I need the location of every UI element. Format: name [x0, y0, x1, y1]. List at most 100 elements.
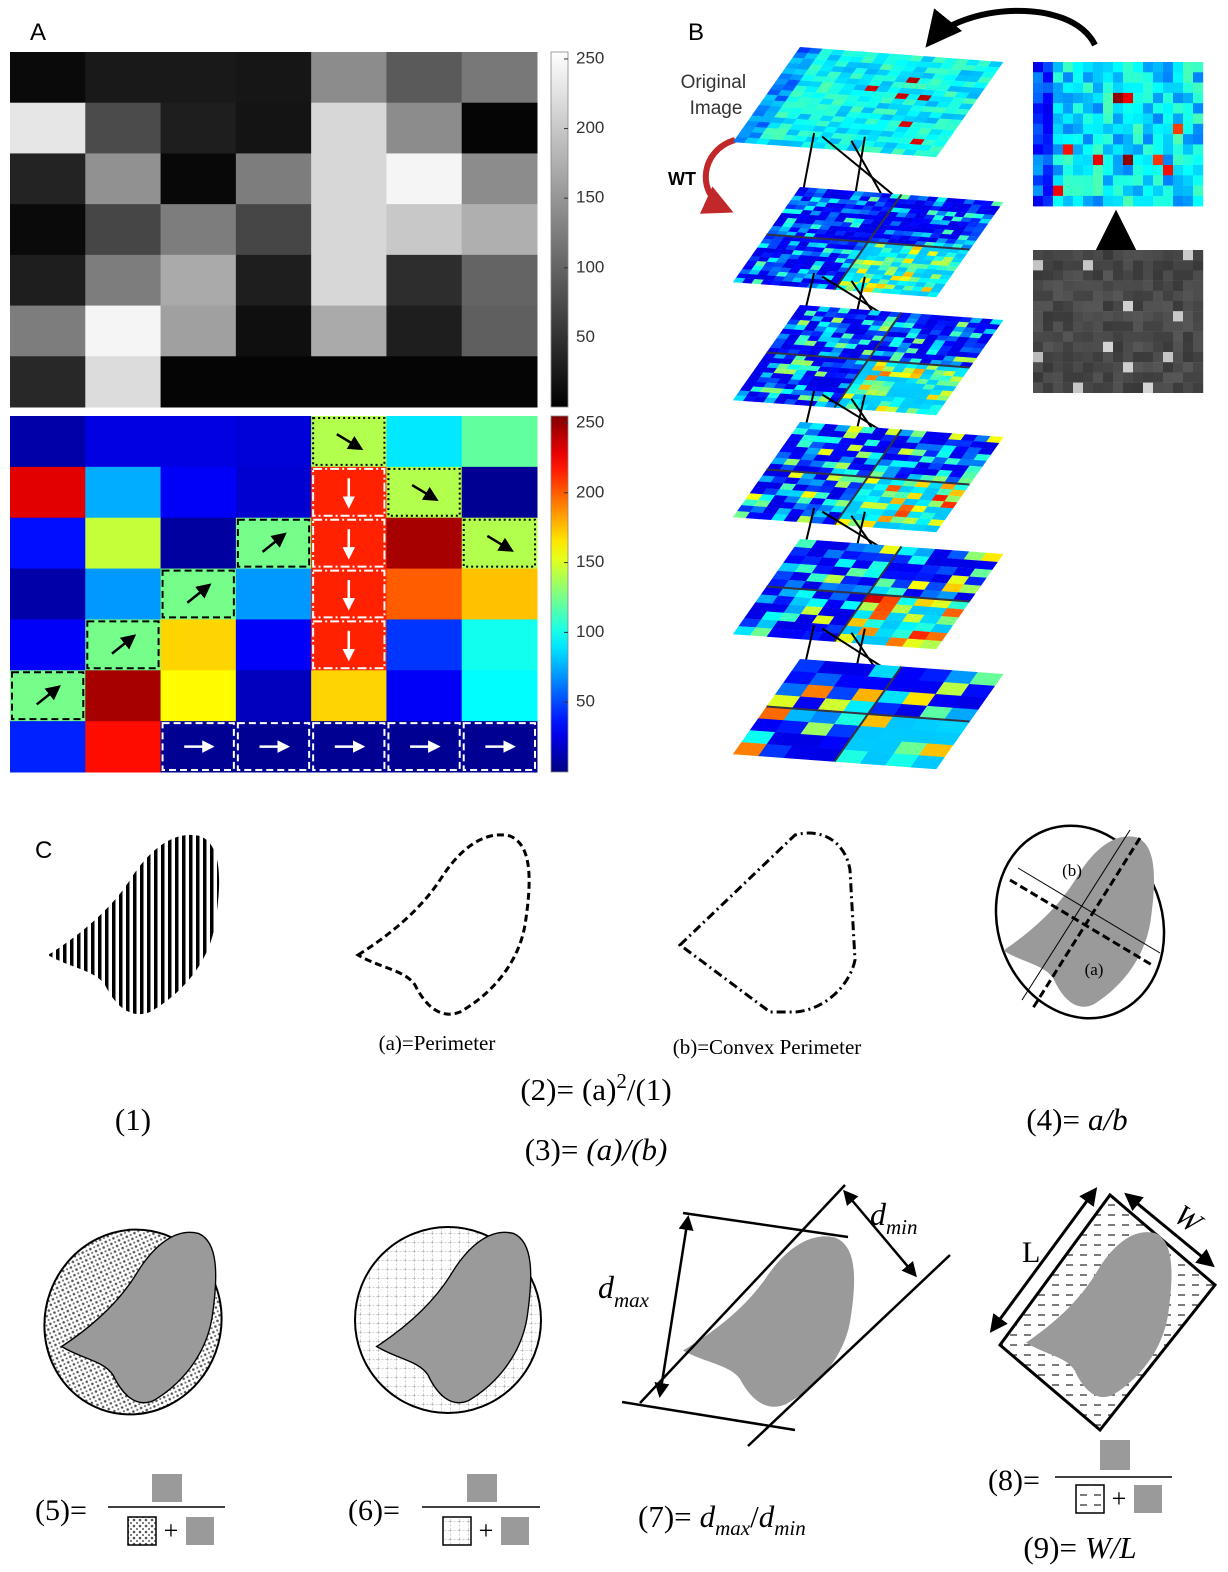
image-pixel	[1093, 186, 1103, 197]
image-pixel	[1183, 114, 1193, 125]
image-pixel	[1183, 103, 1193, 114]
heatmap-cell	[10, 569, 86, 620]
image-pixel	[1093, 134, 1103, 145]
image-pixel	[1153, 281, 1163, 291]
image-pixel	[1173, 250, 1183, 260]
image-pixel	[1043, 311, 1053, 321]
image-pixel	[1083, 372, 1093, 382]
image-pixel	[1143, 352, 1153, 362]
original-image-label: Original Image	[681, 72, 752, 119]
image-pixel	[1093, 383, 1103, 393]
heatmap-cell	[462, 52, 538, 103]
heatmap-cell	[10, 518, 86, 569]
image-pixel	[1033, 83, 1043, 94]
heatmap-cell	[311, 204, 387, 255]
eq-lhs: (7)=	[638, 1499, 692, 1534]
heatmap-cell	[236, 255, 312, 306]
image-pixel	[1083, 144, 1093, 155]
colorbar-tick-label: 150	[576, 188, 604, 207]
heatmap-cell	[311, 52, 387, 103]
image-pixel	[1033, 281, 1043, 291]
image-pixel	[1193, 332, 1203, 342]
image-pixel	[1043, 291, 1053, 301]
image-pixel	[1043, 114, 1053, 125]
image-pixel	[1033, 383, 1043, 393]
image-pixel	[1183, 281, 1193, 291]
rect-icon	[1076, 1485, 1104, 1513]
image-pixel	[1083, 134, 1093, 145]
image-pixel	[1173, 186, 1183, 197]
heatmap-cell	[10, 52, 86, 103]
image-pixel	[1063, 103, 1073, 114]
image-pixel	[1043, 281, 1053, 291]
image-pixel	[1143, 72, 1153, 83]
symbol: d	[598, 1269, 615, 1305]
image-pixel	[1113, 301, 1123, 311]
image-pixel	[1133, 103, 1143, 114]
image-pixel	[1103, 93, 1113, 104]
image-pixel	[1143, 311, 1153, 321]
image-pixel	[1163, 281, 1173, 291]
image-pixel	[1133, 114, 1143, 125]
image-pixel	[1083, 281, 1093, 291]
heatmap-cell	[236, 619, 312, 670]
image-pixel	[1173, 155, 1183, 166]
image-pixel	[1083, 332, 1093, 342]
image-pixel	[1123, 311, 1133, 321]
image-pixel	[1063, 83, 1073, 94]
image-pixel	[1053, 342, 1063, 352]
colorbar-tick-label: 250	[576, 48, 604, 67]
image-pixel	[1163, 165, 1173, 176]
image-pixel	[1163, 144, 1173, 155]
image-pixel	[1143, 134, 1153, 145]
image-pixel	[1063, 270, 1073, 280]
image-pixel	[1123, 352, 1133, 362]
image-pixel	[1183, 175, 1193, 186]
area-icon	[1100, 1440, 1130, 1470]
image-pixel	[1123, 144, 1133, 155]
image-pixel	[1063, 144, 1073, 155]
image-pixel	[1183, 342, 1193, 352]
heatmap-cell	[236, 103, 312, 154]
image-pixel	[1133, 332, 1143, 342]
colorbar-tick-label: 250	[576, 412, 604, 431]
image-pixel	[1133, 93, 1143, 104]
image-pixel	[1083, 311, 1093, 321]
image-pixel	[1033, 342, 1043, 352]
heatmap-cell	[10, 467, 86, 518]
image-pixel	[1083, 342, 1093, 352]
pyramid-layer	[733, 539, 1004, 649]
image-pixel	[1163, 155, 1173, 166]
equation: (3)=(a)/(b)	[525, 1132, 668, 1167]
image-pixel	[1073, 311, 1083, 321]
image-pixel	[1153, 165, 1163, 176]
heatmap-cell	[10, 255, 86, 306]
image-pixel	[1063, 352, 1073, 362]
image-pixel	[1143, 321, 1153, 331]
image-pixel	[1173, 124, 1183, 135]
image-pixel	[1123, 196, 1133, 207]
image-pixel	[1113, 165, 1123, 176]
image-pixel	[1053, 72, 1063, 83]
heatmap-cell	[462, 416, 538, 467]
image-pixel	[1053, 250, 1063, 260]
image-pixel	[1083, 114, 1093, 125]
image-pixel	[1133, 250, 1143, 260]
image-pixel	[1093, 62, 1103, 73]
panel-label: C	[35, 837, 52, 864]
colorbar-tick-label: 100	[576, 622, 604, 641]
image-pixel	[1083, 352, 1093, 362]
image-pixel	[1143, 372, 1153, 382]
image-pixel	[1043, 372, 1053, 382]
heatmap-cell	[386, 356, 462, 407]
image-pixel	[1153, 124, 1163, 135]
heatmap-cell	[10, 103, 86, 154]
image-pixel	[1163, 175, 1173, 186]
image-pixel	[1153, 301, 1163, 311]
eq-lhs: (9)=	[1023, 1530, 1077, 1565]
heatmap-cell	[10, 306, 86, 357]
image-pixel	[1133, 175, 1143, 186]
image-pixel	[1163, 250, 1173, 260]
image-pixel	[1143, 342, 1153, 352]
image-pixel	[1093, 165, 1103, 176]
